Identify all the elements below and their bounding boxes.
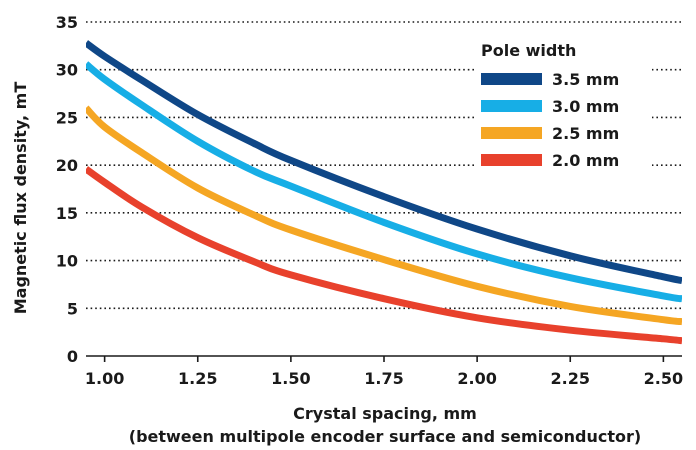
- legend-label-2-5-mm: 2.5 mm: [552, 124, 619, 143]
- y-tick-20: 20: [56, 156, 78, 175]
- legend: Pole width 3.5 mm 3.0 mm 2.5 mm 2.0 mm: [476, 38, 652, 178]
- y-tick-15: 15: [56, 204, 78, 223]
- y-axis-title: Magnetic flux density, mT: [11, 82, 30, 315]
- x-tick-2.50: 2.50: [644, 369, 683, 388]
- x-axis-title: Crystal spacing, mm: [293, 404, 477, 423]
- x-tick-2.00: 2.00: [457, 369, 496, 388]
- x-axis-subtitle: (between multipole encoder surface and s…: [129, 427, 641, 446]
- x-tick-1.25: 1.25: [178, 369, 217, 388]
- x-tick-1.00: 1.00: [85, 369, 124, 388]
- series-line-2-5-mm: [86, 105, 682, 326]
- y-tick-0: 0: [67, 347, 78, 366]
- legend-swatch-2-0-mm: [481, 154, 542, 166]
- legend-label-3-0-mm: 3.0 mm: [552, 97, 619, 116]
- y-tick-35: 35: [56, 13, 78, 32]
- x-tick-2.25: 2.25: [551, 369, 590, 388]
- y-tick-5: 5: [67, 299, 78, 318]
- legend-label-2-0-mm: 2.0 mm: [552, 151, 619, 170]
- y-tick-30: 30: [56, 61, 78, 80]
- legend-swatch-3-5-mm: [481, 73, 542, 85]
- series-line-3-0-mm: [86, 61, 682, 303]
- x-tick-1.50: 1.50: [271, 369, 310, 388]
- legend-swatch-3-0-mm: [481, 100, 542, 112]
- legend-swatch-2-5-mm: [481, 127, 542, 139]
- legend-title: Pole width: [481, 41, 576, 60]
- series-line-3-5-mm: [86, 40, 682, 285]
- y-tick-25: 25: [56, 108, 78, 127]
- y-tick-labels: 0 5 10 15 20 25 30 35: [56, 13, 78, 366]
- legend-label-3-5-mm: 3.5 mm: [552, 70, 619, 89]
- x-tick-labels: 1.00 1.25 1.50 1.75 2.00 2.25 2.50: [85, 356, 683, 388]
- x-tick-1.75: 1.75: [364, 369, 403, 388]
- series-lines: [86, 40, 682, 345]
- y-tick-10: 10: [56, 252, 78, 271]
- series-line-2-0-mm: [86, 166, 682, 345]
